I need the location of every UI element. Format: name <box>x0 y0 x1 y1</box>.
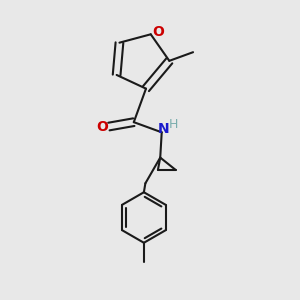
Text: N: N <box>158 122 169 136</box>
Text: O: O <box>96 119 108 134</box>
Text: H: H <box>168 118 178 131</box>
Text: O: O <box>152 25 164 39</box>
